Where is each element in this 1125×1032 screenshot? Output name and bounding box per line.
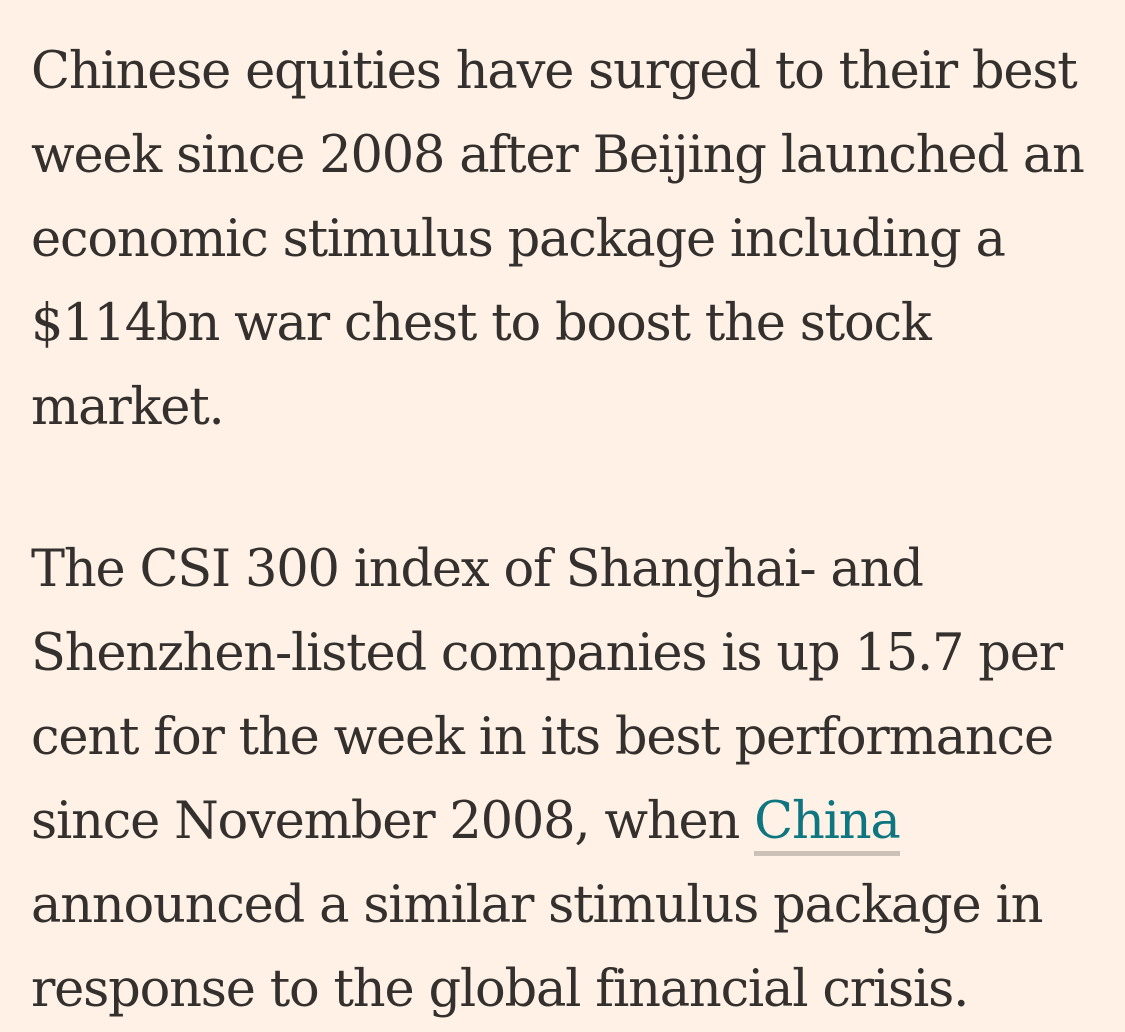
article-paragraph-2: The CSI 300 index of Shanghai- and Shenz… (31, 528, 1111, 1032)
article-paragraph-1: Chinese equities have surged to their be… (31, 42, 1085, 437)
china-topic-link[interactable]: China (754, 792, 901, 856)
paragraph-2-text-before-link: The CSI 300 index of Shanghai- and Shenz… (31, 540, 1063, 851)
article-body: Chinese equities have surged to their be… (31, 30, 1111, 1032)
paragraph-2-text-after-link: announced a similar stimulus package in … (31, 876, 1043, 1019)
